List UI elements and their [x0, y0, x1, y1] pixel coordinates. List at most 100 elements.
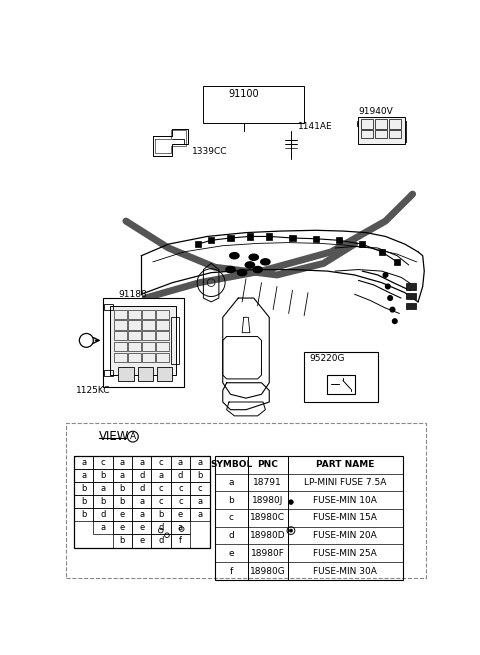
- Bar: [128, 353, 141, 362]
- Bar: [113, 482, 132, 495]
- Bar: [407, 284, 416, 290]
- Text: a: a: [197, 510, 203, 519]
- Text: 91100: 91100: [228, 89, 259, 99]
- Bar: [204, 86, 304, 123]
- Text: c: c: [159, 458, 164, 467]
- Text: 1141AE: 1141AE: [298, 122, 333, 131]
- Bar: [132, 521, 152, 534]
- Bar: [190, 495, 210, 508]
- Bar: [142, 331, 155, 341]
- Ellipse shape: [245, 262, 254, 268]
- Bar: [114, 320, 127, 329]
- Bar: [93, 508, 113, 521]
- Ellipse shape: [249, 254, 258, 260]
- Bar: [359, 117, 405, 144]
- Bar: [128, 320, 141, 329]
- Text: a: a: [197, 458, 203, 467]
- Text: c: c: [198, 484, 202, 493]
- Bar: [156, 353, 168, 362]
- Bar: [156, 331, 168, 341]
- Bar: [66, 422, 426, 578]
- Bar: [152, 495, 171, 508]
- Text: e: e: [120, 510, 125, 519]
- Text: b: b: [158, 510, 164, 519]
- Text: A: A: [130, 432, 136, 441]
- Bar: [379, 249, 385, 255]
- Bar: [114, 342, 127, 351]
- Text: c: c: [159, 497, 164, 506]
- Bar: [74, 456, 210, 548]
- Bar: [137, 367, 153, 381]
- Bar: [103, 298, 184, 386]
- Circle shape: [127, 431, 138, 442]
- Text: c: c: [159, 484, 164, 493]
- Text: PNC: PNC: [257, 460, 278, 469]
- Text: d: d: [228, 531, 234, 540]
- Bar: [114, 353, 127, 362]
- Bar: [407, 303, 416, 309]
- Bar: [128, 310, 141, 319]
- Text: b: b: [120, 484, 125, 493]
- Text: 18980J: 18980J: [252, 496, 283, 504]
- Bar: [142, 320, 155, 329]
- Text: A: A: [84, 336, 89, 345]
- Bar: [93, 456, 113, 469]
- Bar: [113, 521, 132, 534]
- Text: SYMBOL: SYMBOL: [210, 460, 252, 469]
- Bar: [304, 352, 378, 402]
- Bar: [74, 456, 93, 469]
- Text: 18791: 18791: [253, 478, 282, 487]
- Text: b: b: [100, 497, 106, 506]
- Bar: [171, 456, 190, 469]
- Text: d: d: [178, 471, 183, 480]
- Text: a: a: [81, 458, 86, 467]
- Ellipse shape: [261, 259, 270, 265]
- Text: d: d: [158, 523, 164, 533]
- Bar: [104, 369, 113, 376]
- Text: b: b: [81, 497, 86, 506]
- Bar: [375, 119, 387, 128]
- Bar: [152, 521, 171, 534]
- Text: 18980D: 18980D: [250, 531, 286, 540]
- Text: a: a: [228, 478, 234, 487]
- Bar: [152, 508, 171, 521]
- Text: e: e: [139, 536, 144, 546]
- Bar: [266, 233, 272, 240]
- Bar: [394, 259, 400, 265]
- Text: LP-MINI FUSE 7.5A: LP-MINI FUSE 7.5A: [304, 478, 386, 487]
- Bar: [132, 508, 152, 521]
- Text: a: a: [100, 484, 106, 493]
- Bar: [156, 310, 168, 319]
- Bar: [152, 534, 171, 548]
- Bar: [142, 342, 155, 351]
- Ellipse shape: [230, 253, 239, 259]
- Bar: [132, 495, 152, 508]
- Text: a: a: [120, 458, 125, 467]
- Bar: [93, 469, 113, 482]
- Text: FUSE-MIN 25A: FUSE-MIN 25A: [313, 549, 377, 558]
- Bar: [74, 508, 93, 521]
- Text: FUSE-MIN 20A: FUSE-MIN 20A: [313, 531, 377, 540]
- Text: b: b: [120, 536, 125, 546]
- Bar: [113, 495, 132, 508]
- Bar: [215, 456, 403, 580]
- Text: c: c: [229, 514, 234, 523]
- Bar: [152, 456, 171, 469]
- Bar: [360, 130, 373, 138]
- Bar: [74, 482, 93, 495]
- Bar: [93, 495, 113, 508]
- Text: FUSE-MIN 30A: FUSE-MIN 30A: [313, 567, 377, 576]
- Bar: [132, 469, 152, 482]
- Bar: [359, 241, 365, 247]
- Bar: [118, 367, 133, 381]
- Text: FUSE-MIN 10A: FUSE-MIN 10A: [313, 496, 377, 504]
- Text: b: b: [228, 496, 234, 504]
- Text: 1125KC: 1125KC: [75, 386, 110, 395]
- Circle shape: [385, 284, 390, 289]
- Text: a: a: [158, 471, 164, 480]
- Text: a: a: [178, 523, 183, 533]
- Bar: [360, 119, 373, 128]
- Bar: [93, 521, 113, 534]
- Text: e: e: [178, 510, 183, 519]
- Text: f: f: [229, 567, 233, 576]
